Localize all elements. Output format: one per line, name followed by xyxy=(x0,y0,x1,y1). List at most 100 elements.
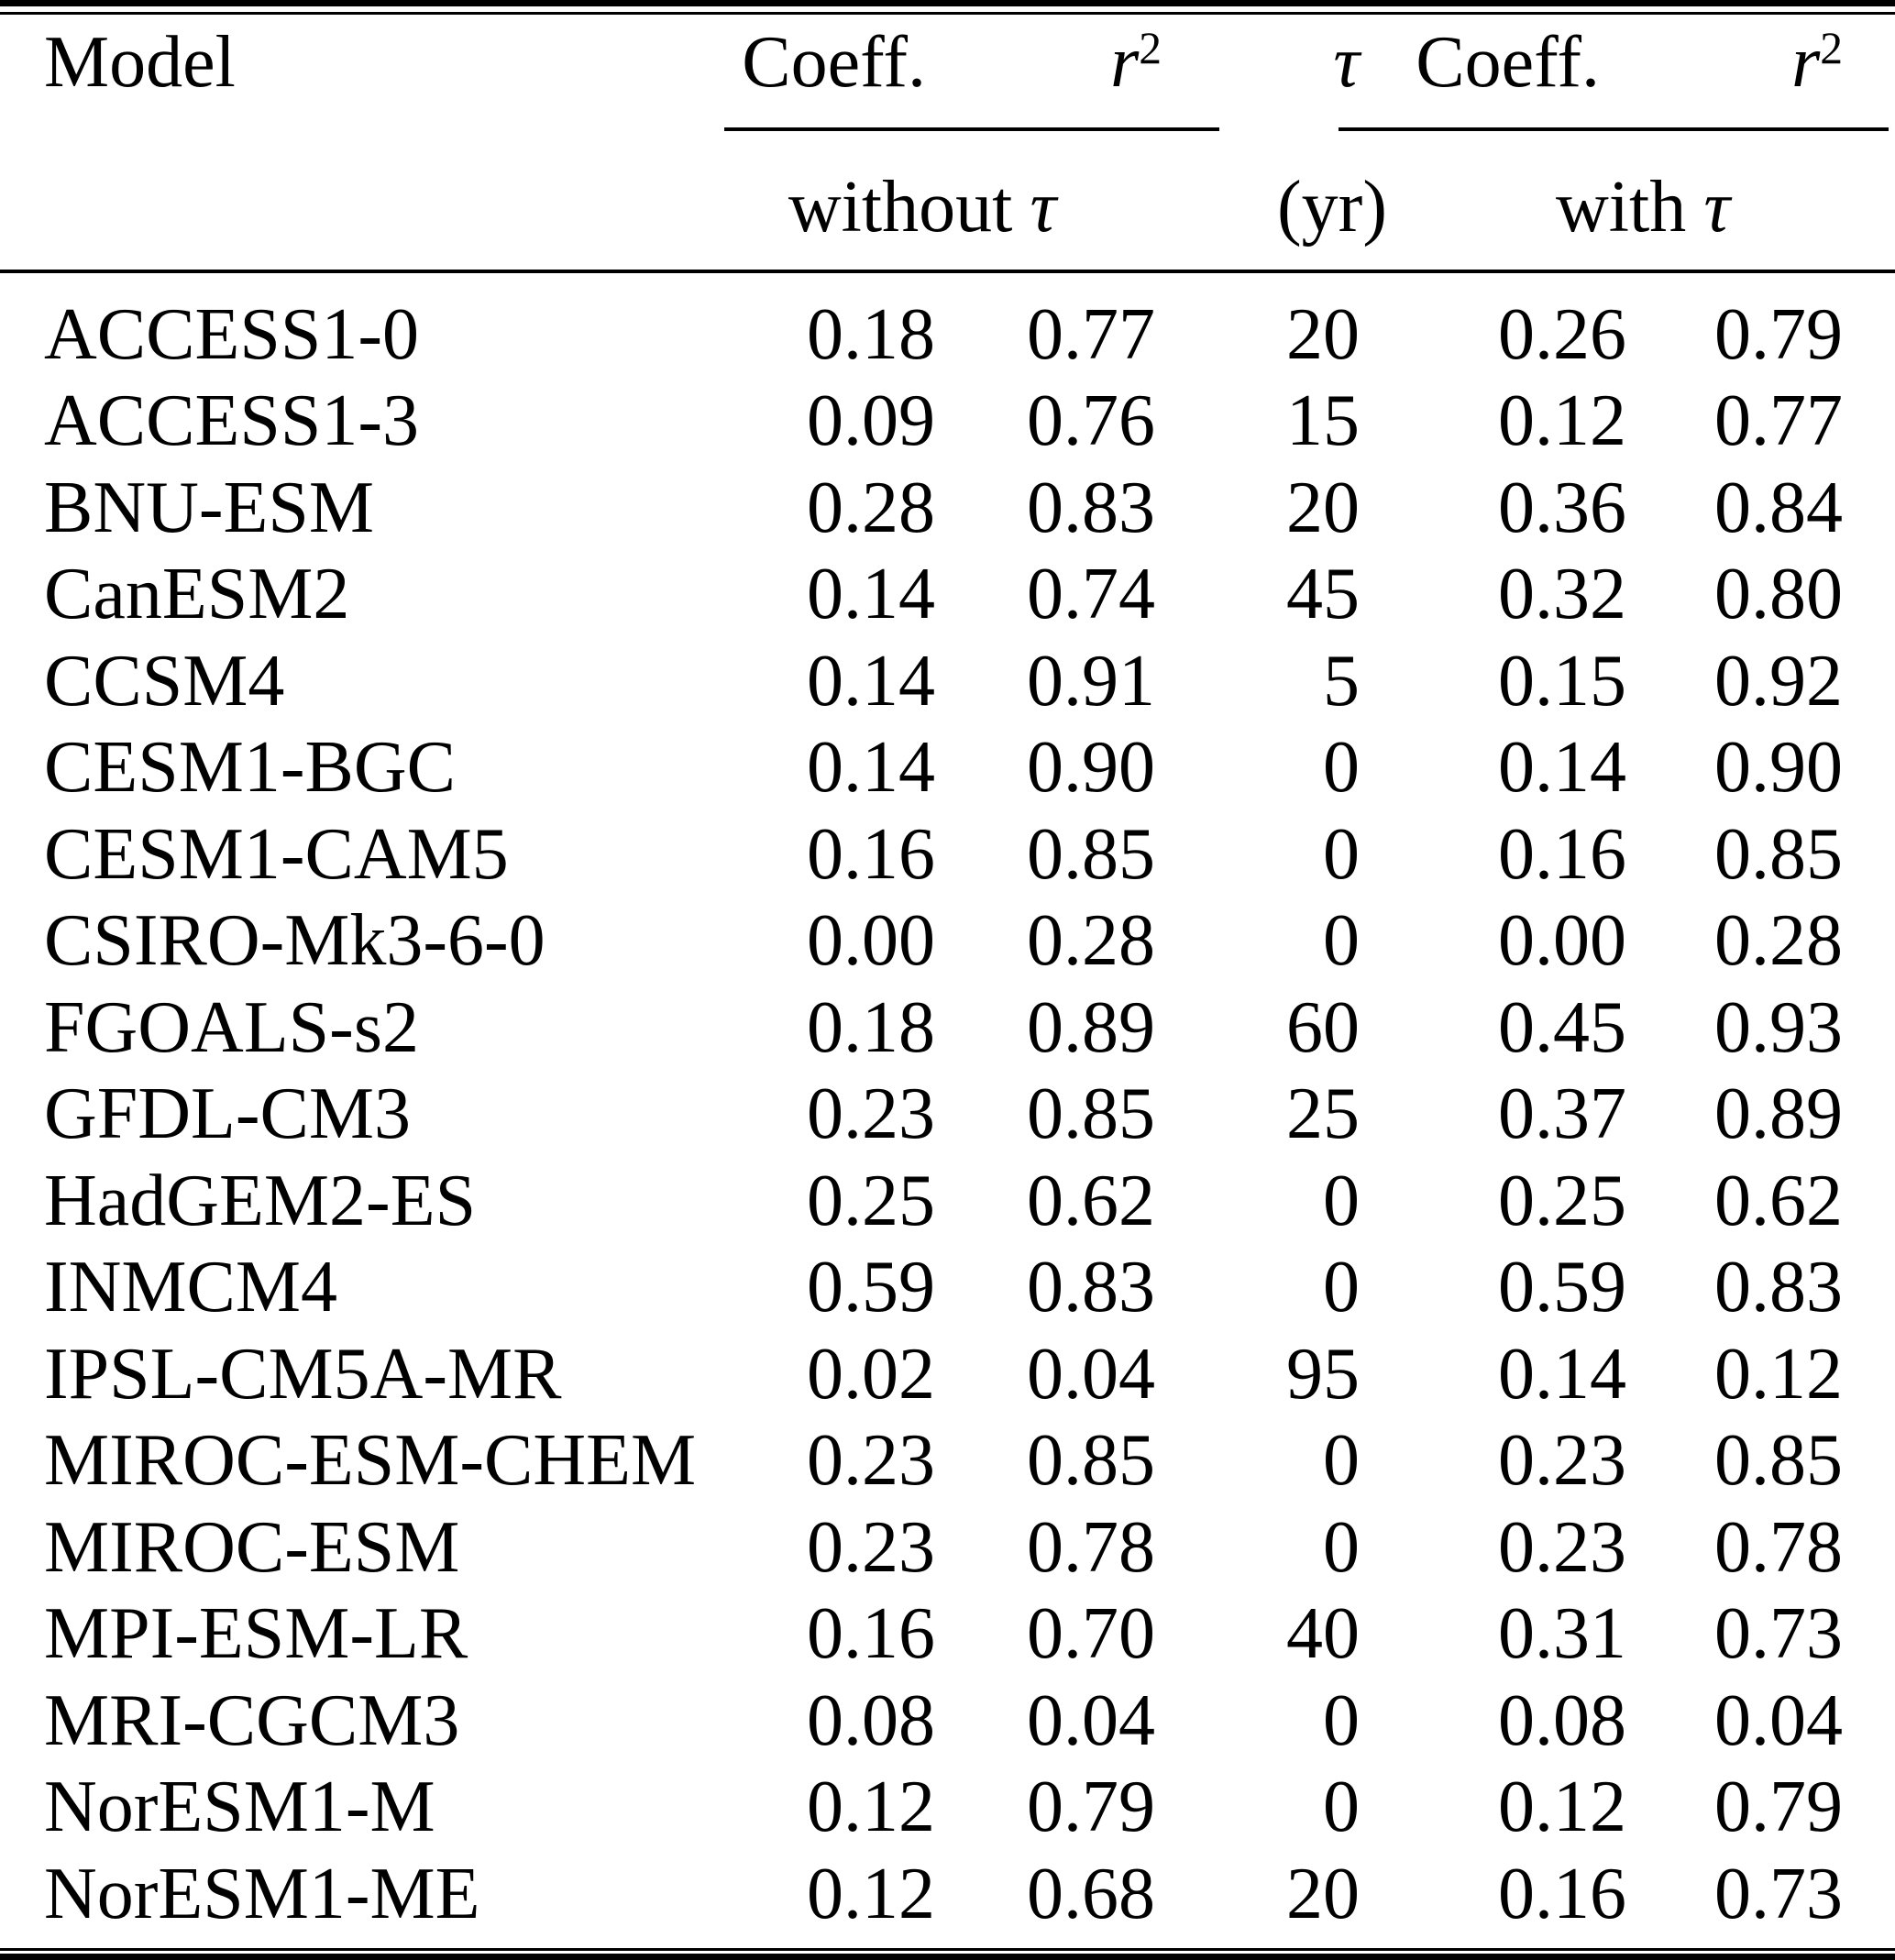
table-row: ACCESS1-0 0.18 0.77 20 0.26 0.79 xyxy=(0,292,1895,379)
coeff-with-value: 0.15 xyxy=(1498,640,1626,721)
coeff-without-value: 0.16 xyxy=(807,813,935,895)
with-tau-symbol: τ xyxy=(1703,167,1731,248)
tau-value: 0 xyxy=(1323,1160,1360,1241)
coeff-with-value: 0.36 xyxy=(1498,467,1626,548)
r2-without-value: 0.70 xyxy=(1027,1593,1155,1675)
table-row: MIROC-ESM 0.23 0.78 0 0.23 0.78 xyxy=(0,1504,1895,1591)
r2-without-value: 0.79 xyxy=(1027,1767,1155,1848)
model-name: NorESM1-ME xyxy=(44,1853,480,1934)
coeff-with-value: 0.45 xyxy=(1498,986,1626,1068)
model-name: CESM1-CAM5 xyxy=(44,813,509,895)
coeff-with-header-label: Coeff. xyxy=(1416,22,1600,103)
r2-without-value: 0.74 xyxy=(1027,554,1155,635)
table-row: BNU-ESM 0.28 0.83 20 0.36 0.84 xyxy=(0,465,1895,552)
model-header-label: Model xyxy=(44,22,236,103)
r2-with-value: 0.73 xyxy=(1714,1593,1843,1675)
tau-value: 0 xyxy=(1323,1506,1360,1588)
r2-with-value: 0.78 xyxy=(1714,1506,1843,1588)
r2-with-value: 0.04 xyxy=(1714,1679,1843,1761)
model-name: NorESM1-M xyxy=(44,1767,435,1848)
tau-header-symbol: τ xyxy=(1333,22,1360,103)
r2-without-header-base: r xyxy=(1110,22,1140,103)
tau-unit-text: (yr) xyxy=(1277,167,1387,248)
model-name: BNU-ESM xyxy=(44,467,375,548)
r2-without-value: 0.83 xyxy=(1027,1247,1155,1328)
coeff-without-value: 0.08 xyxy=(807,1679,935,1761)
r2-with-value: 0.73 xyxy=(1714,1853,1843,1934)
r2-without-value: 0.85 xyxy=(1027,1074,1155,1155)
r2-without-value: 0.28 xyxy=(1027,900,1155,982)
without-tau-symbol: τ xyxy=(1030,167,1057,248)
table-row: CSIRO-Mk3-6-0 0.00 0.28 0 0.00 0.28 xyxy=(0,898,1895,986)
column-header-tau: τ xyxy=(1333,24,1360,101)
coeff-without-header-label: Coeff. xyxy=(742,22,926,103)
column-header-coeff-without: Coeff. xyxy=(742,24,926,101)
r2-with-value: 0.92 xyxy=(1714,640,1843,721)
tau-value: 15 xyxy=(1286,380,1360,462)
tau-value: 0 xyxy=(1323,1420,1360,1502)
model-name: MPI-ESM-LR xyxy=(44,1593,468,1675)
coeff-with-value: 0.23 xyxy=(1498,1420,1626,1502)
tau-value: 45 xyxy=(1286,554,1360,635)
r2-with-value: 0.84 xyxy=(1714,467,1843,548)
with-label: with xyxy=(1555,167,1687,248)
table-row: FGOALS-s2 0.18 0.89 60 0.45 0.93 xyxy=(0,985,1895,1072)
table-row: NorESM1-ME 0.12 0.68 20 0.16 0.73 xyxy=(0,1851,1895,1938)
r2-without-value: 0.77 xyxy=(1027,293,1155,375)
r2-with-value: 0.79 xyxy=(1714,1767,1843,1848)
r2-with-value: 0.85 xyxy=(1714,1420,1843,1502)
model-name: CSIRO-Mk3-6-0 xyxy=(44,900,545,982)
table-row: MIROC-ESM-CHEM 0.23 0.85 0 0.23 0.85 xyxy=(0,1418,1895,1505)
table-row: GFDL-CM3 0.23 0.85 25 0.37 0.89 xyxy=(0,1072,1895,1159)
without-label: without xyxy=(788,167,1013,248)
r2-with-header-base: r xyxy=(1791,22,1821,103)
model-name: IPSL-CM5A-MR xyxy=(44,1333,562,1415)
table-row: NorESM1-M 0.12 0.79 0 0.12 0.79 xyxy=(0,1765,1895,1852)
r2-with-value: 0.93 xyxy=(1714,986,1843,1068)
coeff-with-value: 0.12 xyxy=(1498,380,1626,462)
r2-with-value: 0.79 xyxy=(1714,293,1843,375)
model-name: GFDL-CM3 xyxy=(44,1074,412,1155)
r2-without-value: 0.85 xyxy=(1027,1420,1155,1502)
coeff-with-value: 0.37 xyxy=(1498,1074,1626,1155)
tau-value: 95 xyxy=(1286,1333,1360,1415)
coeff-without-value: 0.02 xyxy=(807,1333,935,1415)
coeff-with-value: 0.12 xyxy=(1498,1767,1626,1848)
table-row: CESM1-BGC 0.14 0.90 0 0.14 0.90 xyxy=(0,725,1895,812)
r2-without-value: 0.04 xyxy=(1027,1333,1155,1415)
column-header-r2-without: r2 xyxy=(1110,24,1162,101)
r2-with-value: 0.85 xyxy=(1714,813,1843,895)
coeff-with-value: 0.08 xyxy=(1498,1679,1626,1761)
r2-without-header-exponent: 2 xyxy=(1139,23,1162,74)
model-name: MIROC-ESM xyxy=(44,1506,460,1588)
coeff-without-value: 0.00 xyxy=(807,900,935,982)
tau-value: 0 xyxy=(1323,727,1360,809)
group-label-with-tau: with τ xyxy=(1450,169,1835,246)
tau-value: 20 xyxy=(1286,293,1360,375)
r2-without-value: 0.91 xyxy=(1027,640,1155,721)
model-name: ACCESS1-3 xyxy=(44,380,419,462)
tau-unit-label: (yr) xyxy=(1273,169,1392,246)
model-name: FGOALS-s2 xyxy=(44,986,419,1068)
tau-value: 0 xyxy=(1323,1767,1360,1848)
coeff-with-value: 0.31 xyxy=(1498,1593,1626,1675)
r2-with-value: 0.80 xyxy=(1714,554,1843,635)
coeff-with-value: 0.23 xyxy=(1498,1506,1626,1588)
table-row: CESM1-CAM5 0.16 0.85 0 0.16 0.85 xyxy=(0,811,1895,898)
top-rule-thick xyxy=(0,0,1895,6)
r2-with-value: 0.28 xyxy=(1714,900,1843,982)
r2-without-value: 0.04 xyxy=(1027,1679,1155,1761)
table-row: ACCESS1-3 0.09 0.76 15 0.12 0.77 xyxy=(0,379,1895,466)
tau-value: 5 xyxy=(1323,640,1360,721)
r2-with-value: 0.77 xyxy=(1714,380,1843,462)
r2-without-value: 0.90 xyxy=(1027,727,1155,809)
group1-underline-rule xyxy=(724,127,1219,131)
tau-value: 0 xyxy=(1323,900,1360,982)
coeff-with-value: 0.25 xyxy=(1498,1160,1626,1241)
tau-value: 60 xyxy=(1286,986,1360,1068)
table-row: CanESM2 0.14 0.74 45 0.32 0.80 xyxy=(0,552,1895,639)
model-name: HadGEM2-ES xyxy=(44,1160,477,1241)
coeff-without-value: 0.09 xyxy=(807,380,935,462)
coeff-without-value: 0.12 xyxy=(807,1853,935,1934)
